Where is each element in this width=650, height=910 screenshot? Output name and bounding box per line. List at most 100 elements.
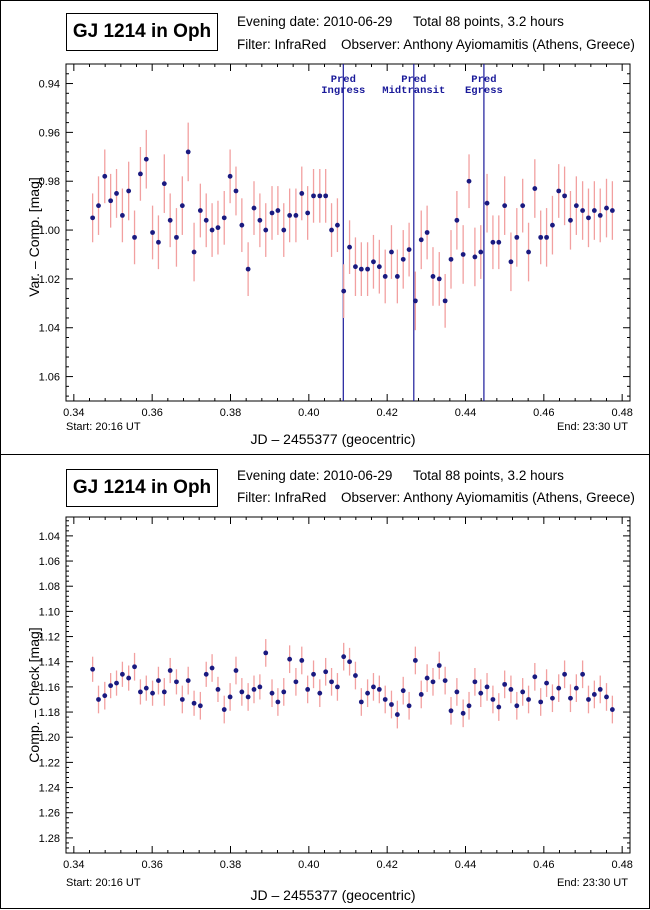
end-time: End: 23:30 UT: [557, 421, 628, 433]
x-tick-label: 0.40: [298, 859, 319, 871]
data-point: [174, 679, 179, 685]
x-tick-label: 0.48: [611, 859, 632, 871]
data-point: [376, 687, 382, 692]
data-point: [257, 217, 263, 223]
data-point: [412, 658, 418, 663]
data-point: [394, 712, 400, 717]
check-star-chart: 0.34 0.36 0.38 0.40 0.42 0.44 0.46 0.48 1.04 1.06…: [39, 516, 633, 871]
y-tick-label: 0.94: [39, 79, 60, 91]
prediction-label-line2: Ingress: [321, 85, 365, 97]
y-tick-label: 1.06: [39, 556, 60, 568]
data-point: [120, 671, 125, 677]
data-point: [263, 650, 269, 656]
data-point: [287, 656, 293, 662]
data-point: [335, 222, 340, 228]
prediction-label-line1: Pred: [401, 74, 426, 86]
data-point: [442, 298, 448, 304]
data-point: [460, 710, 466, 716]
data-point: [490, 239, 496, 245]
data-point: [197, 703, 203, 709]
data-point: [502, 681, 508, 687]
data-point: [221, 215, 227, 221]
data-point: [156, 678, 161, 683]
data-point: [114, 191, 119, 196]
data-point: [394, 274, 400, 279]
data-point: [335, 684, 340, 690]
check-curve-panel-bottom: GJ 1214 in Oph Evening date: 2010-06-29 …: [0, 454, 650, 909]
total-points: Total 88 points, 3.2 hours: [413, 468, 564, 483]
data-point: [138, 171, 143, 177]
data-point: [245, 694, 251, 700]
x-tick-label: 0.36: [141, 407, 162, 419]
data-point: [573, 203, 579, 209]
data-point: [269, 690, 275, 696]
data-point: [245, 266, 251, 272]
data-point: [347, 244, 352, 250]
data-point: [586, 215, 591, 221]
data-point: [323, 669, 329, 675]
data-point: [430, 679, 436, 685]
data-point: [281, 227, 287, 233]
data-point: [514, 234, 520, 240]
data-point: [143, 685, 149, 691]
prediction-label-line2: Midtransit: [382, 85, 445, 97]
data-point: [562, 671, 567, 677]
data-point: [526, 249, 531, 255]
data-point: [550, 695, 555, 701]
data-point: [466, 703, 472, 709]
data-point: [472, 679, 478, 685]
data-point: [418, 237, 424, 243]
data-point: [454, 217, 460, 223]
x-tick-label: 0.38: [220, 859, 241, 871]
data-point: [597, 687, 603, 692]
data-point: [341, 654, 347, 660]
data-point: [96, 203, 101, 209]
data-point: [299, 658, 305, 663]
data-point: [389, 702, 394, 707]
data-point: [185, 149, 191, 155]
data-point: [287, 213, 293, 218]
data-point: [227, 173, 233, 179]
data-point: [604, 694, 609, 700]
data-point: [358, 699, 364, 705]
data-point: [448, 708, 454, 714]
data-point: [544, 234, 549, 240]
data-point: [161, 181, 167, 187]
x-axis-title: JD – 2455377 (geocentric): [250, 431, 416, 447]
start-time: Start: 20:16 UT: [66, 421, 141, 433]
data-point: [197, 208, 203, 213]
x-tick-label: 0.34: [63, 407, 84, 419]
data-point: [573, 685, 579, 691]
y-tick-label: 1.10: [39, 606, 60, 618]
data-point: [251, 687, 257, 692]
y-tick-label: 1.20: [39, 732, 60, 744]
data-point: [382, 697, 388, 702]
data-point: [400, 688, 406, 694]
data-point: [138, 689, 143, 695]
data-point: [329, 227, 334, 233]
data-point: [532, 186, 538, 191]
data-point: [96, 697, 101, 702]
data-point: [174, 234, 179, 240]
data-point: [580, 208, 586, 213]
y-tick-label: 1.06: [39, 372, 60, 384]
y-tick-label: 1.16: [39, 682, 60, 694]
x-tick-label: 0.46: [533, 407, 554, 419]
data-point: [400, 256, 406, 262]
y-tick-label: 1.18: [39, 707, 60, 719]
data-point: [167, 217, 173, 223]
x-tick-label: 0.42: [376, 859, 397, 871]
data-point: [179, 203, 185, 209]
data-point: [406, 703, 412, 709]
data-point: [484, 200, 490, 206]
data-point: [418, 692, 424, 697]
data-point: [275, 699, 281, 705]
prediction-label-line1: Pred: [331, 74, 356, 86]
filter-label: Filter: InfraRed: [237, 490, 327, 505]
data-point: [389, 249, 394, 255]
data-point: [466, 178, 472, 184]
data-point: [203, 671, 209, 677]
data-point: [520, 203, 526, 209]
data-point: [591, 692, 597, 697]
data-point: [597, 213, 603, 218]
